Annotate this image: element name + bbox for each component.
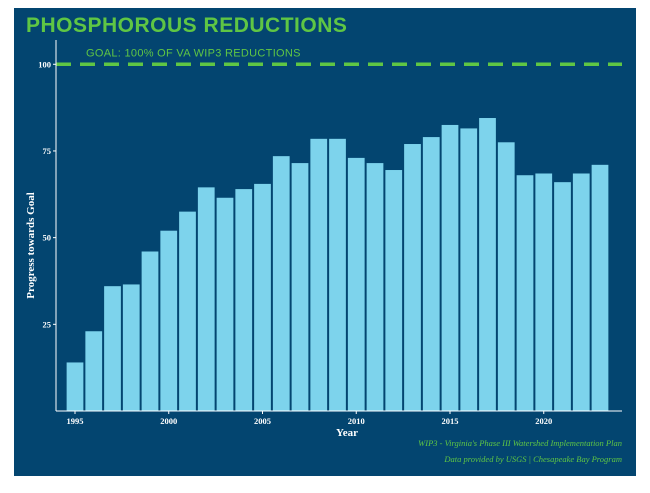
y-axis-label: Progress towards Goal	[25, 192, 37, 299]
bar-2012	[385, 170, 403, 411]
x-tick-label-2005: 2005	[254, 416, 271, 426]
bar-1999	[141, 251, 159, 411]
bar-2007	[291, 163, 309, 411]
bar-2003	[216, 197, 234, 411]
bar-2023	[591, 164, 609, 411]
chart-title: PHOSPHOROUS REDUCTIONS	[26, 14, 348, 37]
bar-2021	[554, 182, 571, 411]
y-tick-label-100: 100	[38, 59, 51, 69]
x-ticks-group: 1995 2000 2005 2010 2015 2020	[67, 411, 552, 426]
bar-2006	[272, 156, 290, 411]
bar-2002	[197, 187, 215, 411]
bar-2009	[329, 138, 346, 412]
bar-2017	[479, 118, 496, 412]
bars-group	[66, 118, 609, 412]
bar-2004	[235, 189, 253, 411]
bar-2016	[460, 128, 478, 411]
bar-2018	[497, 142, 515, 412]
bar-1997	[104, 286, 121, 411]
bar-1995	[66, 362, 84, 411]
bar-2022	[572, 173, 590, 411]
bar-2014	[422, 137, 440, 411]
x-axis-label: Year	[336, 427, 358, 439]
x-tick-label-2010: 2010	[348, 416, 365, 426]
bar-2001	[179, 211, 196, 411]
y-ticks-group: 25 50 75 100	[38, 59, 56, 329]
bar-2019	[516, 175, 534, 411]
bar-2010	[347, 157, 365, 411]
y-tick-label-75: 75	[43, 146, 52, 156]
x-tick-label-2020: 2020	[535, 416, 552, 426]
bar-1996	[85, 331, 103, 411]
bar-2013	[404, 144, 421, 412]
bar-2008	[310, 138, 328, 412]
footnote-source: Data provided by USGS | Chesapeake Bay P…	[444, 454, 622, 464]
bar-2015	[441, 124, 459, 411]
footnote-wip3: WIP3 - Virginia's Phase III Watershed Im…	[418, 438, 622, 448]
goal-label: GOAL: 100% OF VA WIP3 REDUCTIONS	[86, 47, 301, 59]
bar-1998	[122, 284, 140, 411]
bar-2005	[254, 183, 271, 411]
x-tick-label-1995: 1995	[67, 416, 84, 426]
bar-2020	[535, 173, 553, 411]
bar-2000	[160, 230, 178, 411]
y-tick-label-50: 50	[43, 233, 52, 243]
x-tick-label-2000: 2000	[160, 416, 177, 426]
x-tick-label-2015: 2015	[442, 416, 459, 426]
y-tick-label-25: 25	[43, 319, 52, 329]
bar-2011	[366, 163, 384, 411]
